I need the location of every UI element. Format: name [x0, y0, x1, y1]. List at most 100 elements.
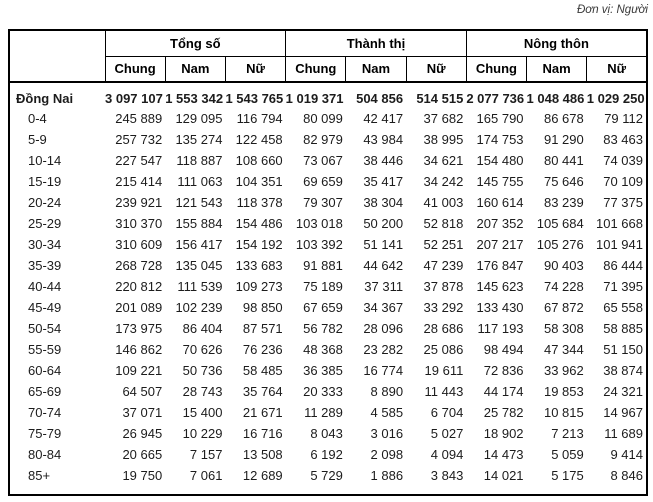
- cell-value: 33 962: [543, 363, 584, 378]
- cell-value: 268 728: [115, 258, 163, 273]
- cell-value: 24 321: [603, 384, 643, 399]
- cell-value: 145 755: [476, 174, 524, 189]
- cell-value: 58 885: [603, 321, 643, 336]
- cell-value: 98 850: [242, 300, 283, 315]
- cell-value: 33 292: [423, 300, 464, 315]
- cell-value: 11 443: [424, 384, 464, 399]
- cell-value: 105 684: [536, 216, 584, 231]
- cell-value: 135 045: [175, 258, 223, 273]
- cell-value: 310 370: [115, 216, 163, 231]
- column-header: Chung: [465, 55, 528, 83]
- cell-value: 5 059: [551, 447, 584, 462]
- cell-value: 10 815: [543, 405, 584, 420]
- cell-value: 47 344: [543, 342, 584, 357]
- cell-value: 58 308: [543, 321, 584, 336]
- cell-value: 70 109: [603, 174, 643, 189]
- row-label: 40-44: [28, 279, 62, 294]
- cell-value: 101 668: [596, 216, 643, 231]
- table-body: Đồng Nai 3 097 107 1 553 342 1 543 765 1 019…: [9, 82, 647, 495]
- row-label-column-header: [8, 29, 106, 83]
- cell-value: 154 486: [235, 216, 283, 231]
- cell-value: 25 086: [423, 342, 464, 357]
- cell-value: 65 558: [603, 300, 643, 315]
- cell-value: 514 515: [416, 90, 464, 106]
- column-header: Chung: [285, 55, 347, 83]
- cell-value: 9 414: [610, 447, 643, 462]
- cell-value: 245 889: [115, 111, 163, 126]
- cell-value: 3 097 107: [105, 90, 163, 106]
- cell-value: 43 984: [363, 132, 404, 147]
- cell-value: 5 729: [310, 467, 343, 483]
- cell-value: 26 945: [122, 426, 163, 441]
- cell-value: 116 794: [236, 111, 283, 126]
- cell-value: 201 089: [115, 300, 163, 315]
- cell-value: 70 626: [182, 342, 223, 357]
- column-header: Nam: [345, 55, 407, 83]
- cell-value: 239 921: [115, 195, 163, 210]
- cell-value: 220 812: [115, 279, 163, 294]
- cell-value: 1 543 765: [225, 90, 284, 106]
- cell-value: 8 846: [610, 467, 643, 483]
- row-label: 55-59: [28, 342, 62, 357]
- cell-value: 18 902: [483, 426, 524, 441]
- column-group-header: Tổng số: [104, 29, 287, 57]
- cell-value: 28 743: [182, 384, 223, 399]
- cell-value: 41 003: [423, 195, 464, 210]
- column-header: Nam: [526, 55, 588, 83]
- cell-value: 38 874: [603, 363, 643, 378]
- column-group-header: Nông thôn: [465, 29, 648, 57]
- cell-value: 75 646: [543, 174, 584, 189]
- cell-value: 14 473: [483, 447, 524, 462]
- row-label: 20-24: [28, 195, 62, 210]
- cell-value: 67 659: [303, 300, 343, 315]
- cell-value: 145 623: [476, 279, 524, 294]
- table-row: 65-69 64 507 28 743 35 764 20 333 8 890 11 443…: [9, 381, 647, 402]
- cell-value: 52 818: [423, 216, 464, 231]
- cell-value: 13 508: [242, 447, 283, 462]
- cell-value: 146 862: [115, 342, 163, 357]
- column-header: Nữ: [224, 55, 287, 83]
- table-row: 85+ 19 750 7 061 12 689 5 729 1 886 3 843 14 02…: [9, 465, 647, 495]
- table-row: 45-49 201 089 102 239 98 850 67 659 34 367 33 …: [9, 297, 647, 318]
- cell-value: 44 174: [483, 384, 524, 399]
- cell-value: 86 444: [603, 258, 643, 273]
- cell-value: 58 485: [242, 363, 283, 378]
- cell-value: 79 112: [604, 111, 643, 126]
- table-row: 40-44 220 812 111 539 109 273 75 189 37 311 37…: [9, 276, 647, 297]
- row-label: 25-29: [28, 216, 62, 231]
- cell-value: 56 782: [303, 321, 343, 336]
- row-label: Đồng Nai: [16, 90, 74, 106]
- row-label: 60-64: [28, 363, 62, 378]
- population-by-age-table: Tổng số Thành thị Nông thôn Chung Nam Nữ Chung…: [8, 29, 648, 496]
- column-header: Nam: [164, 55, 226, 83]
- cell-value: 504 856: [356, 90, 404, 106]
- column-header: Chung: [104, 55, 166, 83]
- cell-value: 3 843: [430, 467, 464, 483]
- cell-value: 129 095: [175, 111, 223, 126]
- table-row: 70-74 37 071 15 400 21 671 11 289 4 585 6 704 2…: [9, 402, 647, 423]
- cell-value: 34 367: [363, 300, 404, 315]
- cell-value: 72 836: [483, 363, 524, 378]
- column-group-header: Thành thị: [285, 29, 467, 57]
- cell-value: 20 665: [122, 447, 163, 462]
- cell-value: 8 890: [370, 384, 404, 399]
- cell-value: 154 192: [235, 237, 283, 252]
- cell-value: 36 385: [303, 363, 343, 378]
- cell-value: 16 774: [363, 363, 404, 378]
- cell-value: 79 307: [303, 195, 343, 210]
- cell-value: 34 242: [423, 174, 464, 189]
- cell-value: 1 553 342: [165, 90, 224, 106]
- cell-value: 51 141: [363, 237, 404, 252]
- cell-value: 4 585: [370, 405, 404, 420]
- cell-value: 103 392: [295, 237, 343, 252]
- table-row: 15-19 215 414 111 063 104 351 69 659 35 417 34…: [9, 171, 647, 192]
- cell-value: 14 967: [603, 405, 643, 420]
- cell-value: 76 236: [242, 342, 283, 357]
- cell-value: 91 290: [543, 132, 584, 147]
- cell-value: 133 683: [235, 258, 283, 273]
- cell-value: 19 750: [122, 467, 163, 483]
- cell-value: 16 716: [242, 426, 283, 441]
- cell-value: 2 077 736: [466, 90, 525, 106]
- cell-value: 15 400: [182, 405, 223, 420]
- table-header: Tổng số Thành thị Nông thôn Chung Nam Nữ Chung…: [8, 29, 648, 83]
